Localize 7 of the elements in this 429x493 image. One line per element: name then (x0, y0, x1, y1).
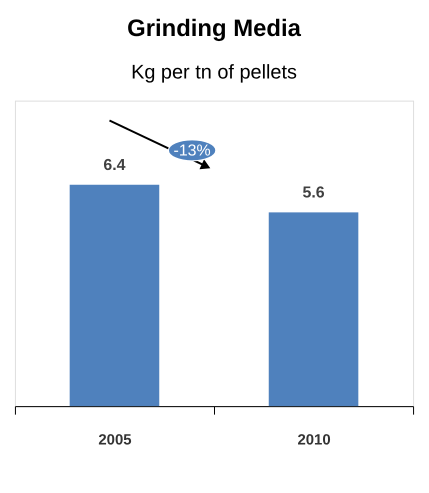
text: -13% (174, 142, 211, 160)
x-tick-label: 2010 (297, 431, 331, 448)
x-tick-label: 2005 (98, 431, 132, 448)
chart-title: Grinding Media (127, 14, 302, 42)
data-label: 6.4 (103, 156, 126, 174)
data-label: 5.6 (302, 184, 325, 202)
chart-subtitle: Kg per tn of pellets (131, 62, 297, 84)
